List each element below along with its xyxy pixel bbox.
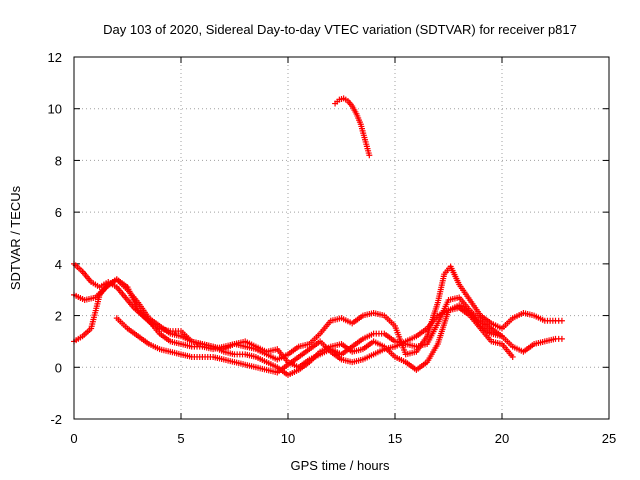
plot-frame: [73, 56, 610, 420]
data-point: [499, 333, 505, 340]
series-track-d: [113, 302, 505, 376]
series-track-e: [332, 95, 373, 159]
y-tick-label: 2: [55, 309, 62, 324]
x-tick-label: 0: [70, 431, 77, 446]
data-layer: [71, 95, 565, 379]
data-point: [509, 353, 516, 360]
y-tick-label: 0: [55, 360, 62, 375]
y-tick-label: 12: [48, 50, 62, 65]
x-tick-label: 10: [281, 431, 295, 446]
x-axis-label: GPS time / hours: [291, 458, 390, 473]
y-tick-label: 6: [55, 205, 62, 220]
data-point: [366, 152, 373, 159]
x-tick-label: 25: [602, 431, 616, 446]
y-tick-label: 10: [48, 102, 62, 117]
y-tick-label: -2: [50, 412, 62, 427]
data-point: [558, 335, 565, 342]
x-tick-label: 5: [177, 431, 184, 446]
grid: [74, 57, 609, 419]
x-tick-label: 20: [495, 431, 509, 446]
chart-title: Day 103 of 2020, Sidereal Day-to-day VTE…: [103, 22, 577, 37]
y-tick-label: 4: [55, 257, 62, 272]
data-point: [558, 317, 565, 324]
y-axis-label: SDTVAR / TECUs: [8, 185, 23, 290]
axis-ticks: 0 5 10 15 20 25 -2 0 2 4 6 8 10 12: [48, 50, 617, 446]
x-tick-label: 15: [388, 431, 402, 446]
y-tick-label: 8: [55, 153, 62, 168]
